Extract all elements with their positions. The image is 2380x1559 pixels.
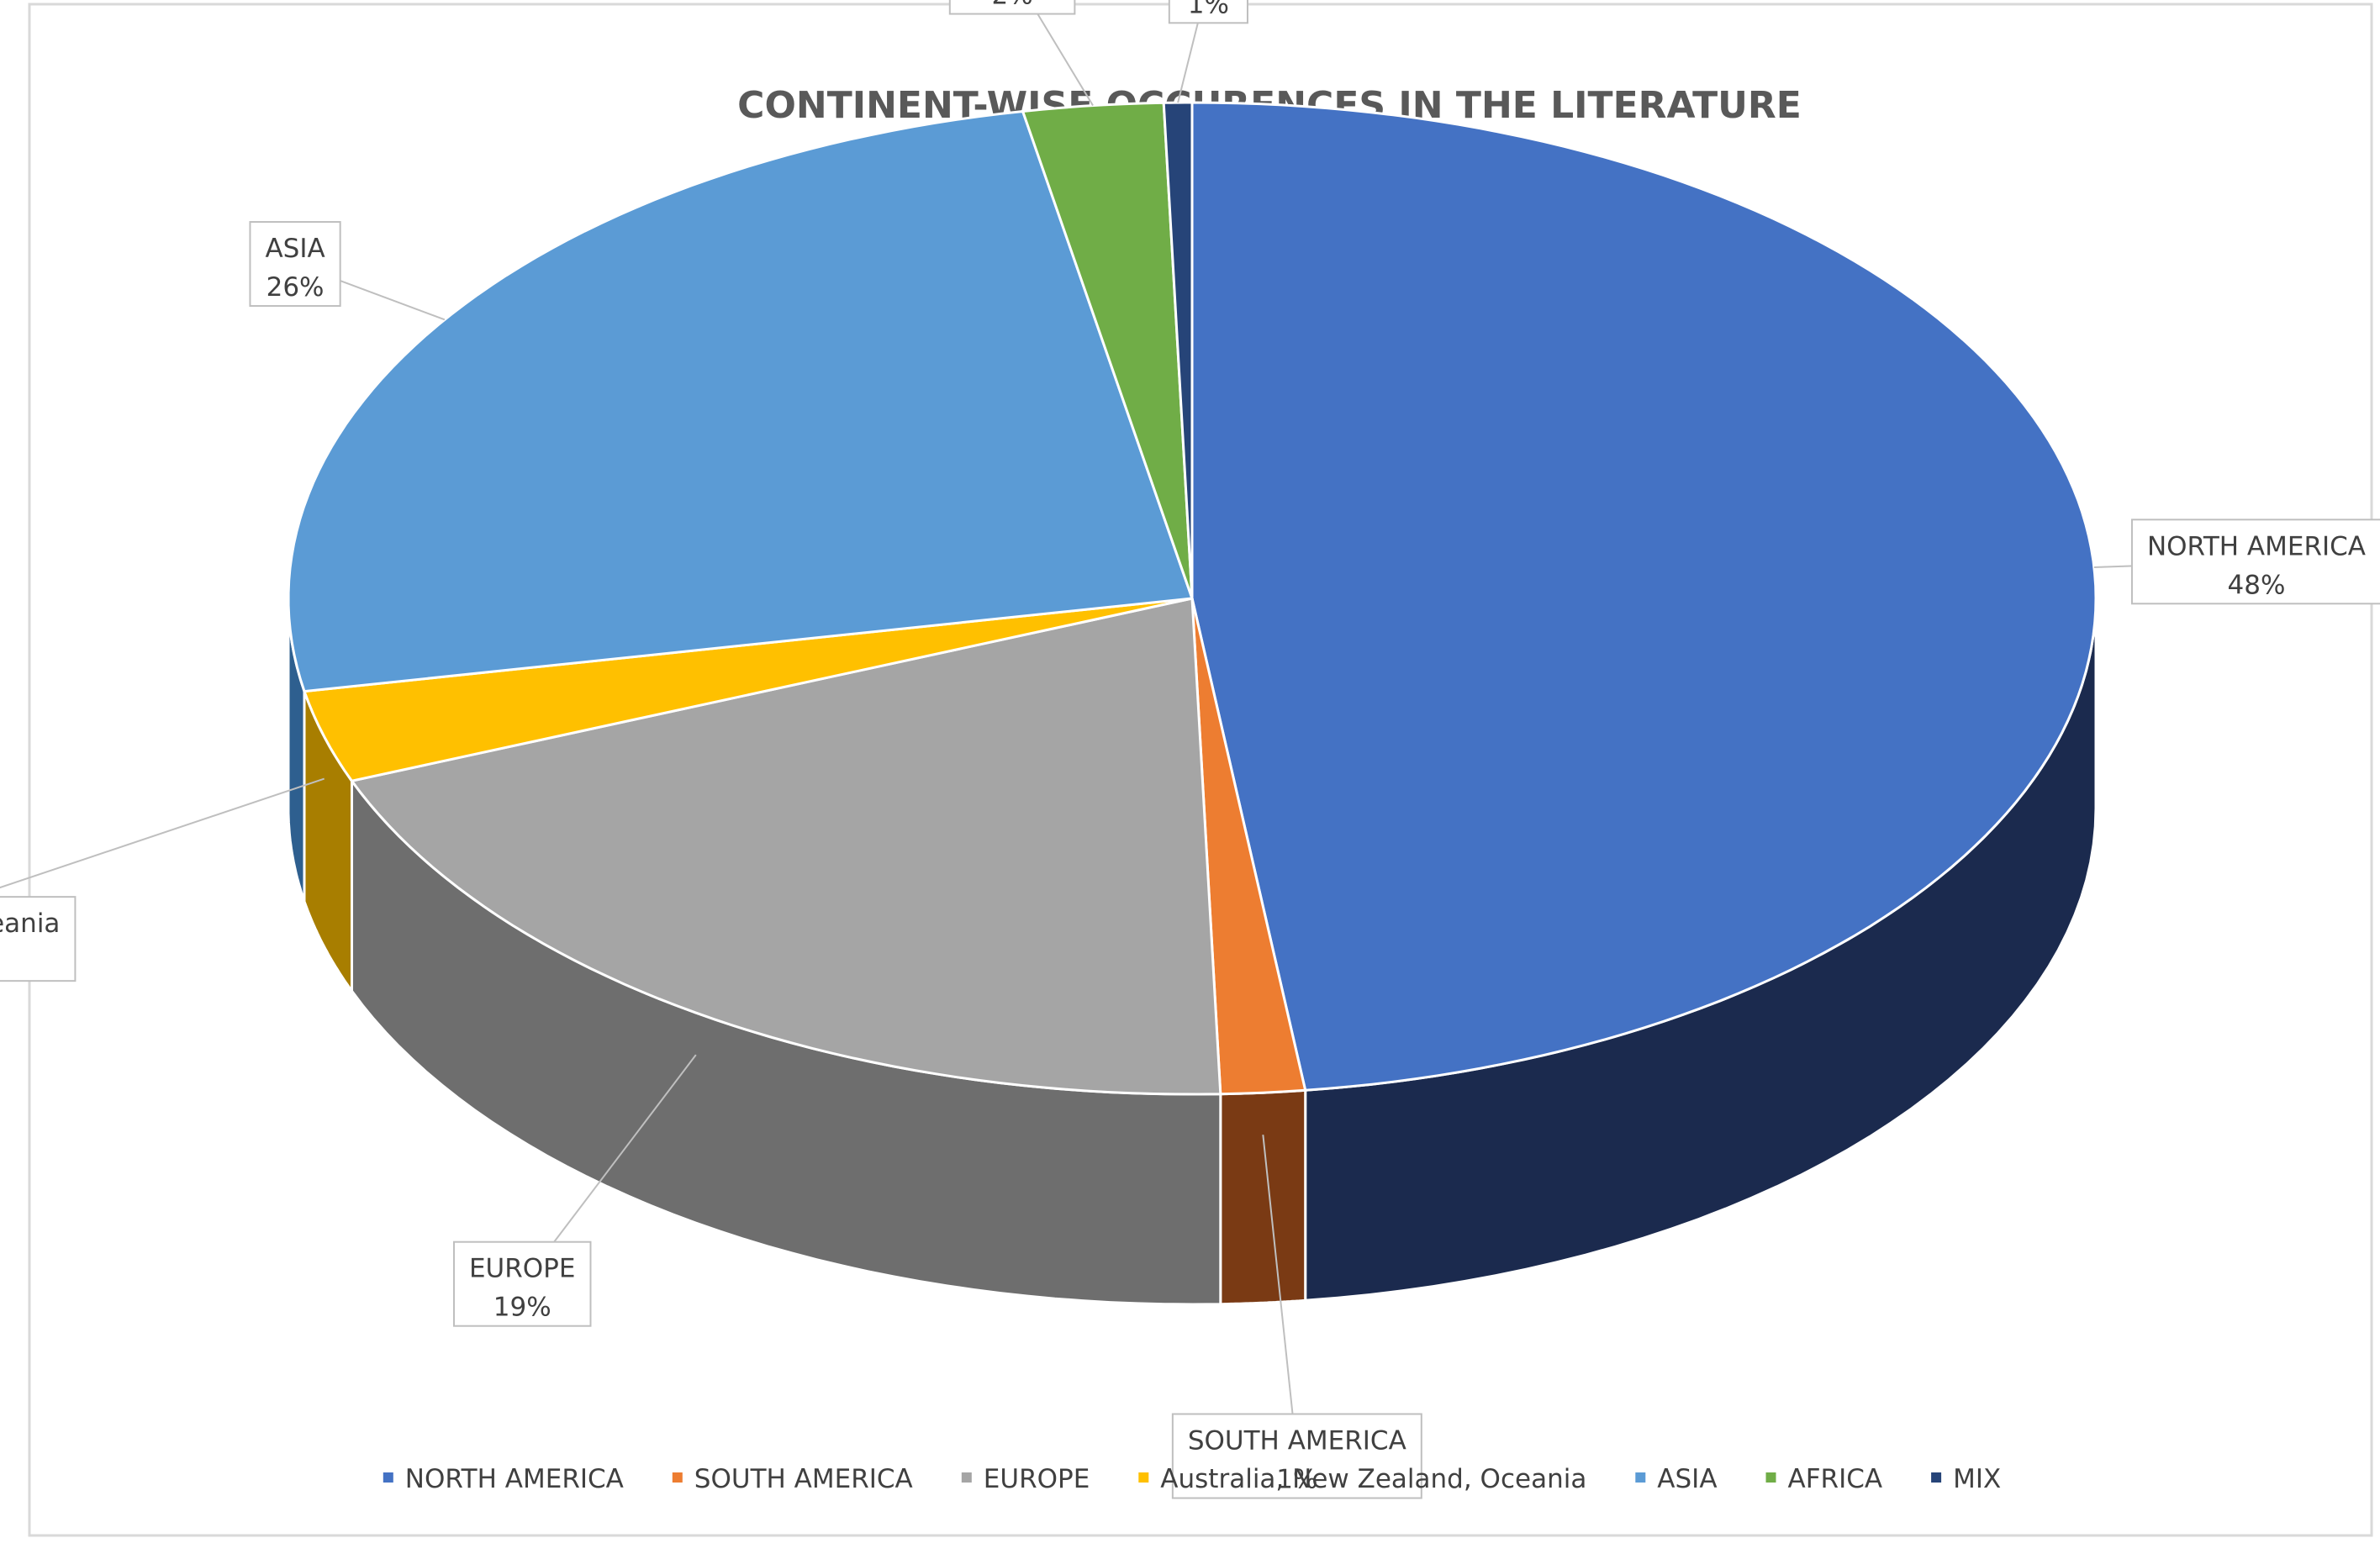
leader-line — [1028, 0, 1094, 107]
legend-label: MIX — [1953, 1464, 2001, 1494]
legend-label: EUROPE — [984, 1464, 1090, 1494]
data-label: Australia, New Zealand, Oceania3% — [0, 896, 77, 982]
slice-mix — [1162, 101, 1194, 599]
data-label: AFRICA2% — [948, 0, 1076, 15]
legend-item: SOUTH AMERICA — [672, 1464, 913, 1494]
data-label-value: 2% — [991, 0, 1032, 11]
legend-swatch — [1635, 1472, 1646, 1483]
data-label-box — [1168, 0, 1248, 24]
legend-swatch — [672, 1472, 683, 1483]
side-south-america — [1219, 1088, 1307, 1306]
legend-swatch — [1138, 1472, 1149, 1483]
slice-north-america — [1190, 101, 2098, 1092]
data-label: EUROPE 19% — [452, 1240, 592, 1327]
legend-swatch — [961, 1472, 972, 1483]
data-label-value: 1% — [1188, 0, 1229, 19]
legend-item: EUROPE — [961, 1464, 1090, 1494]
legend-label: AFRICA — [1788, 1464, 1883, 1494]
legend-swatch — [383, 1472, 393, 1483]
data-label-value: 26% — [266, 272, 325, 303]
data-label-box — [452, 1240, 592, 1327]
leader-line — [0, 777, 325, 889]
legend-item: NORTH AMERICA — [383, 1464, 624, 1494]
data-label-value: 1% — [1276, 1465, 1317, 1495]
data-label-box — [0, 896, 77, 982]
data-label-box — [249, 221, 341, 308]
data-label-box — [2130, 519, 2380, 605]
legend-label: NORTH AMERICA — [405, 1464, 624, 1494]
pie-tops — [287, 101, 2098, 1096]
slice-europe — [349, 597, 1222, 1096]
data-label-name: EUROPE — [469, 1254, 576, 1284]
legend: NORTH AMERICA SOUTH AMERICA EUROPE Australi… — [383, 1464, 2001, 1494]
slice-australia-new-zealand-oceania — [302, 597, 1193, 782]
data-labels: NORTH AMERICA 48% SOUTH AMERICA 1% EUROPE 19%… — [0, 0, 2380, 1499]
data-label-name: SOUTH AMERICA — [1188, 1426, 1406, 1456]
legend-item: MIX — [1931, 1464, 2001, 1494]
slice-africa — [1021, 101, 1194, 599]
legend-item: Australia, New Zealand, Oceania — [1138, 1464, 1586, 1494]
legend-swatch — [1765, 1472, 1776, 1483]
data-label-name: Australia, New Zealand, Oceania — [0, 909, 60, 939]
legend-swatch — [1931, 1472, 1942, 1483]
data-label: MIX1% — [1168, 0, 1248, 24]
data-label-box — [948, 0, 1076, 15]
data-label-name: NORTH AMERICA — [2147, 531, 2366, 561]
data-label-value: 19% — [493, 1293, 551, 1323]
data-label: ASIA 26% — [249, 221, 341, 308]
data-label-value: 48% — [2228, 570, 2286, 600]
legend-item: AFRICA — [1765, 1464, 1883, 1494]
data-label: NORTH AMERICA 48% — [2130, 519, 2380, 605]
legend-label: SOUTH AMERICA — [694, 1464, 913, 1494]
data-label-box — [1171, 1413, 1422, 1499]
legend-label: Australia, New Zealand, Oceania — [1160, 1464, 1586, 1494]
leader-line — [1262, 1135, 1298, 1456]
legend-item: ASIA — [1635, 1464, 1718, 1494]
legend-label: ASIA — [1657, 1464, 1717, 1494]
data-label-name: ASIA — [265, 234, 325, 264]
data-label: SOUTH AMERICA 1% — [1171, 1413, 1422, 1499]
slice-asia — [287, 109, 1195, 693]
